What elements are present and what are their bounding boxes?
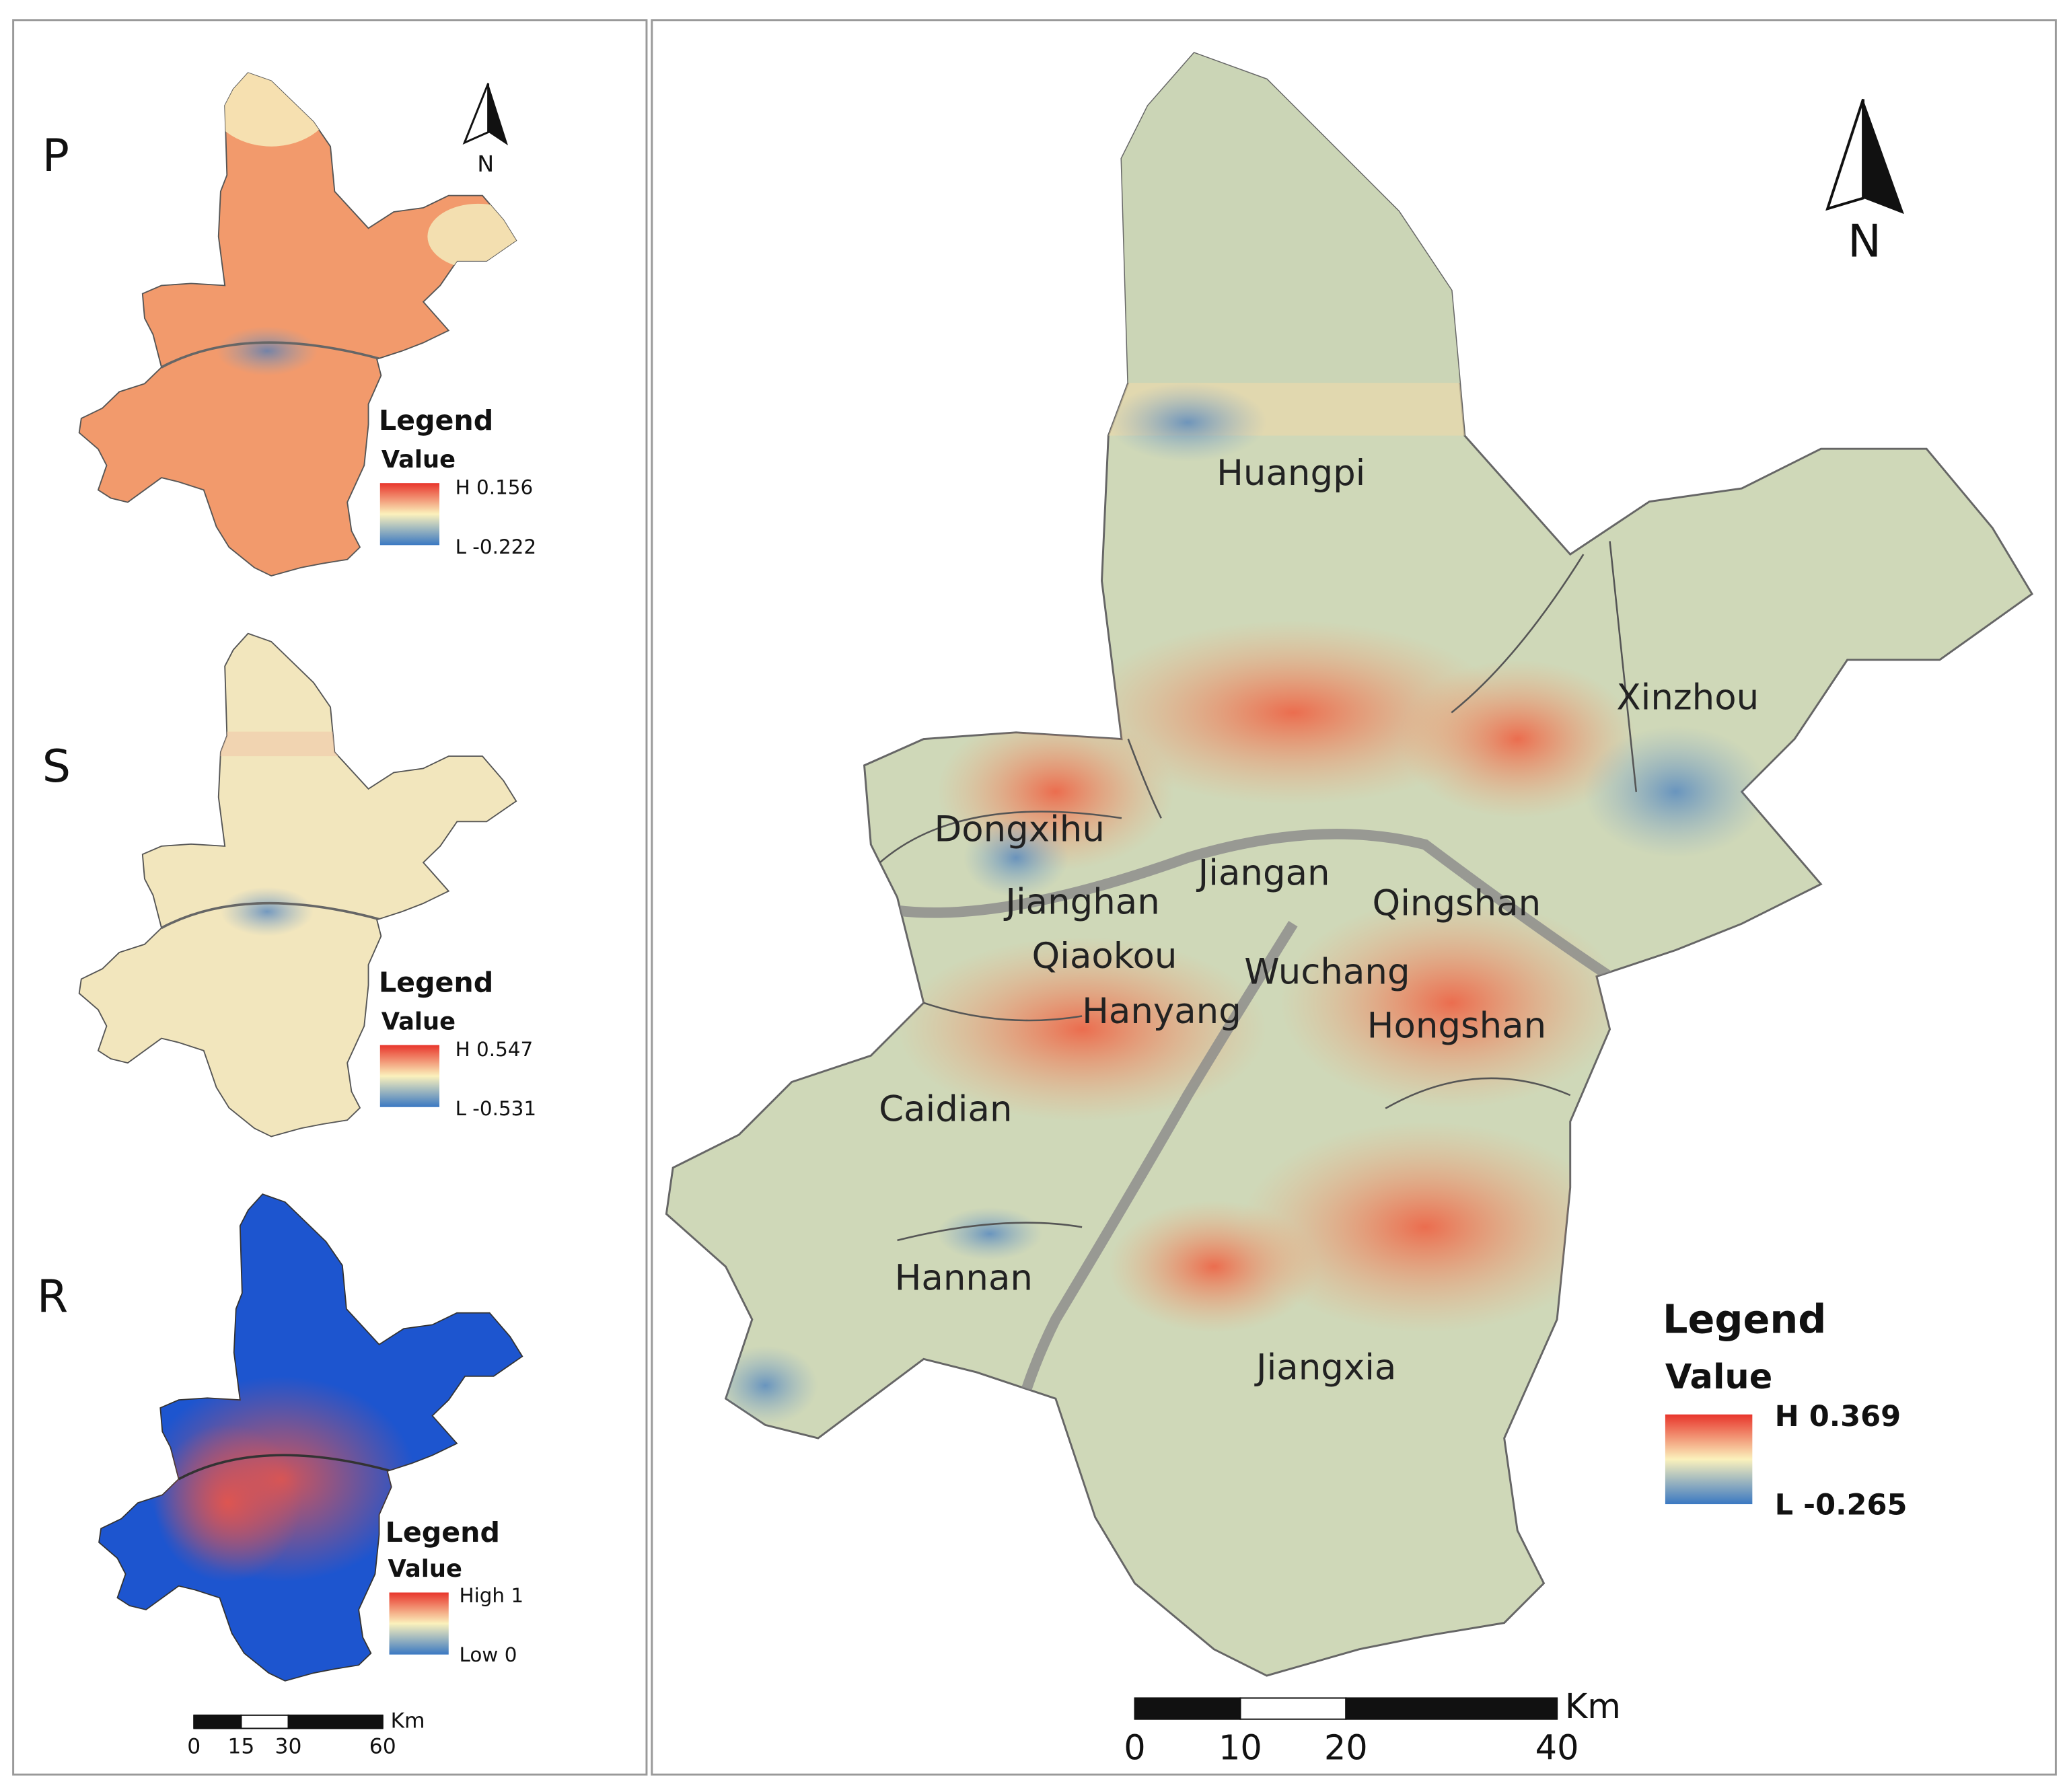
legend-low: L -0.222 xyxy=(456,535,537,558)
panel-letter: P xyxy=(42,129,69,182)
north-label: N xyxy=(1848,215,1881,267)
north-label: N xyxy=(477,151,494,177)
legend-title: Legend xyxy=(379,404,493,437)
panel-letter: R xyxy=(37,1270,68,1322)
district-label: Jiangan xyxy=(1196,852,1330,893)
scale-tick-label: 15 xyxy=(227,1735,254,1759)
district-label: Hannan xyxy=(895,1257,1033,1298)
left-panel xyxy=(12,19,648,1776)
legend-subtitle: Value xyxy=(388,1555,462,1583)
right-panel xyxy=(651,19,2057,1776)
legend-r: R Legend Value High 1 Low 0 xyxy=(37,1270,523,1666)
scale-unit: Km xyxy=(390,1709,425,1733)
legend-ramp xyxy=(1665,1414,1753,1505)
district-label: Hanyang xyxy=(1082,991,1241,1032)
scale-tick-label: 0 xyxy=(187,1735,201,1759)
district-label: Qiaokou xyxy=(1032,936,1177,977)
district-labels: Huangpi Xinzhou Dongxihu Jiangan Jiangha… xyxy=(879,453,1759,1388)
scale-segment xyxy=(1134,1697,1241,1720)
legend-main: Legend Value H 0.369 L -0.265 xyxy=(1663,1296,1908,1522)
scale-tick-label: 20 xyxy=(1324,1729,1368,1768)
legend-subtitle: Value xyxy=(382,446,456,474)
district-label: Jiangxia xyxy=(1254,1347,1396,1388)
legend-s: S Legend Value H 0.547 L -0.531 xyxy=(42,740,536,1120)
scale-segment xyxy=(1239,1697,1347,1720)
district-label: Caidian xyxy=(879,1088,1012,1129)
legend-p: P Legend Value H 0.156 L -0.222 xyxy=(42,129,536,558)
legend-low: L -0.531 xyxy=(456,1097,537,1120)
scale-tick-label: 30 xyxy=(275,1735,302,1759)
district-label: Huangpi xyxy=(1217,453,1365,494)
legend-ramp xyxy=(379,483,440,546)
scale-tick-label: 0 xyxy=(1124,1729,1145,1768)
legend-high: H 0.156 xyxy=(456,476,534,499)
legend-subtitle: Value xyxy=(382,1008,456,1035)
legend-low: Low 0 xyxy=(459,1643,517,1666)
district-label: Xinzhou xyxy=(1616,677,1759,718)
scale-tick-label: 10 xyxy=(1219,1729,1262,1768)
scale-segment xyxy=(1345,1697,1558,1720)
legend-high: H 0.369 xyxy=(1775,1400,1901,1433)
legend-ramp xyxy=(389,1592,449,1655)
legend-high: High 1 xyxy=(459,1584,523,1607)
district-label: Qingshan xyxy=(1373,883,1541,924)
legend-title: Legend xyxy=(379,966,493,998)
district-label: Wuchang xyxy=(1244,951,1410,992)
scale-tick-label: 40 xyxy=(1535,1729,1579,1768)
north-arrow-main: N xyxy=(1825,98,1904,267)
scale-unit: Km xyxy=(1565,1687,1621,1727)
legend-low: L -0.265 xyxy=(1775,1488,1908,1522)
main-map xyxy=(665,52,2033,1677)
scale-segment xyxy=(240,1714,289,1729)
map-r xyxy=(98,1193,523,1682)
legend-title: Legend xyxy=(386,1516,500,1548)
district-label: Jianghan xyxy=(1003,881,1159,922)
legend-title: Legend xyxy=(1663,1296,1826,1343)
north-arrow-small: N xyxy=(462,83,509,177)
district-label: Hongshan xyxy=(1367,1006,1546,1047)
panel-letter: S xyxy=(42,740,71,792)
legend-ramp xyxy=(379,1045,440,1107)
legend-high: H 0.547 xyxy=(456,1038,534,1061)
map-s xyxy=(78,632,517,1137)
district-label: Dongxihu xyxy=(934,809,1104,850)
legend-subtitle: Value xyxy=(1665,1357,1772,1397)
scale-segment xyxy=(193,1714,242,1729)
scale-segment xyxy=(287,1714,384,1729)
scale-tick-label: 60 xyxy=(369,1735,396,1759)
